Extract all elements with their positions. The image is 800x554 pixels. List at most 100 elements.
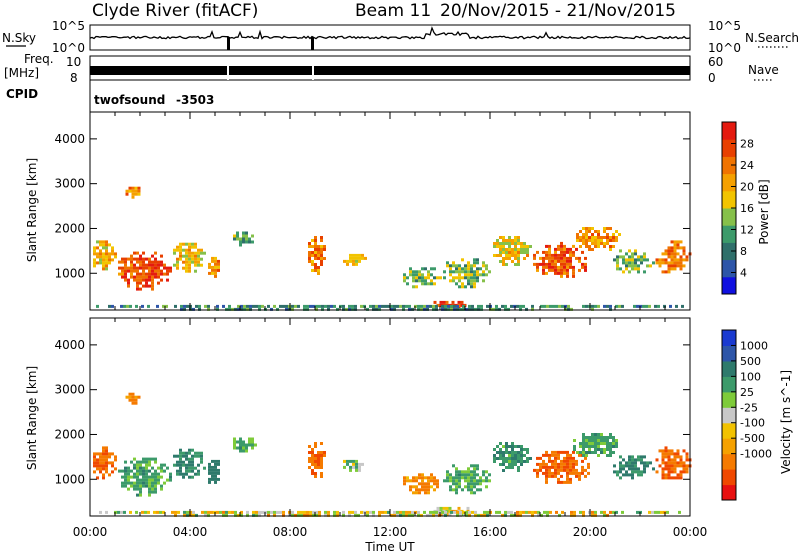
echo-cell bbox=[124, 266, 127, 270]
echo-cell bbox=[214, 480, 217, 484]
colorbar-swatch bbox=[722, 376, 736, 393]
echo-cell bbox=[415, 491, 418, 495]
echo-cell bbox=[222, 513, 225, 517]
echo-cell bbox=[130, 275, 133, 279]
colorbar-tick-label: 100 bbox=[740, 370, 761, 383]
echo-cell bbox=[470, 470, 473, 474]
echo-cell bbox=[664, 270, 668, 274]
echo-cell bbox=[415, 485, 418, 489]
echo-cell bbox=[549, 510, 552, 514]
echo-cell bbox=[560, 247, 563, 251]
echo-cell bbox=[214, 265, 217, 269]
echo-cell bbox=[537, 510, 540, 514]
echo-cell bbox=[136, 478, 139, 482]
echo-cell bbox=[314, 239, 317, 242]
freq-strip: Freq. [MHz] 10 8 60 0 Nave bbox=[4, 52, 779, 85]
echo-cell bbox=[446, 264, 449, 268]
echo-cell bbox=[685, 258, 689, 262]
echo-cell bbox=[508, 466, 511, 469]
echo-cell bbox=[628, 464, 631, 468]
echo-cell bbox=[124, 481, 127, 485]
echo-cell bbox=[411, 513, 414, 517]
echo-cell bbox=[597, 448, 600, 451]
echo-cell bbox=[637, 473, 640, 477]
echo-cell bbox=[525, 510, 528, 514]
echo-cell bbox=[496, 254, 499, 257]
echo-cell bbox=[185, 457, 188, 461]
echo-cell bbox=[466, 506, 470, 510]
echo-cell bbox=[499, 236, 502, 239]
echo-cell bbox=[628, 255, 631, 259]
echo-cell bbox=[131, 392, 135, 396]
echo-cell bbox=[470, 488, 473, 492]
echo-cell bbox=[563, 256, 566, 260]
echo-cell bbox=[625, 473, 628, 477]
echo-cell bbox=[531, 307, 534, 311]
echo-cell bbox=[148, 275, 151, 279]
echo-cell bbox=[108, 473, 111, 477]
echo-cell bbox=[291, 304, 294, 308]
echo-cell bbox=[191, 454, 194, 458]
echo-cell bbox=[324, 510, 327, 514]
echo-cell bbox=[606, 227, 609, 230]
echo-cell bbox=[111, 470, 114, 474]
echo-cell bbox=[154, 260, 157, 264]
echo-cell bbox=[643, 258, 646, 262]
echo-cell bbox=[432, 510, 435, 514]
echo-cell bbox=[421, 488, 424, 492]
echo-cell bbox=[664, 249, 668, 253]
echo-cell bbox=[572, 459, 575, 463]
echo-cell bbox=[566, 247, 569, 251]
echo-cell bbox=[502, 457, 505, 460]
echo-cell bbox=[105, 464, 108, 468]
echo-cell bbox=[139, 493, 142, 497]
echo-cell bbox=[582, 513, 585, 517]
echo-cell bbox=[545, 244, 548, 248]
echo-cell bbox=[461, 267, 464, 271]
echo-cell bbox=[148, 463, 151, 467]
echo-cell bbox=[514, 248, 517, 251]
echo-cell bbox=[594, 239, 597, 242]
echo-cell bbox=[554, 262, 557, 266]
echo-cell bbox=[558, 304, 561, 308]
echo-cell bbox=[554, 259, 557, 263]
echo-cell bbox=[499, 442, 502, 445]
echo-cell bbox=[622, 255, 625, 259]
echo-cell bbox=[236, 446, 239, 450]
echo-cell bbox=[508, 248, 511, 251]
echo-cell bbox=[111, 246, 114, 250]
echo-cell bbox=[536, 250, 539, 254]
echo-cell bbox=[679, 267, 683, 271]
echo-cell bbox=[427, 476, 430, 480]
echo-cell bbox=[455, 482, 458, 486]
echo-cell bbox=[123, 304, 126, 308]
echo-cell bbox=[231, 510, 234, 514]
echo-cell bbox=[615, 445, 618, 448]
echo-cell bbox=[102, 464, 105, 468]
echo-cell bbox=[600, 436, 603, 439]
echo-cell bbox=[320, 457, 323, 460]
echo-cell bbox=[320, 451, 323, 454]
echo-cell bbox=[468, 510, 471, 514]
echo-cell bbox=[582, 448, 585, 451]
echo-cell bbox=[173, 463, 176, 467]
echo-cell bbox=[631, 261, 634, 265]
echo-cell bbox=[667, 255, 671, 259]
echo-cell bbox=[343, 459, 346, 463]
echo-cell bbox=[536, 474, 539, 478]
echo-cell bbox=[315, 513, 318, 517]
echo-cell bbox=[462, 307, 465, 311]
echo-cell bbox=[545, 465, 548, 469]
echo-cell bbox=[188, 263, 191, 267]
echo-cell bbox=[581, 465, 584, 469]
echo-cell bbox=[403, 482, 406, 486]
echo-cell bbox=[426, 304, 429, 308]
echo-cell bbox=[166, 478, 169, 482]
echo-cell bbox=[554, 474, 557, 478]
echo-cell bbox=[197, 257, 200, 261]
colorbar-swatch bbox=[722, 360, 736, 377]
echo-cell bbox=[123, 510, 126, 514]
echo-cell bbox=[573, 448, 576, 451]
echo-cell bbox=[137, 192, 141, 196]
echo-cell bbox=[566, 268, 569, 272]
